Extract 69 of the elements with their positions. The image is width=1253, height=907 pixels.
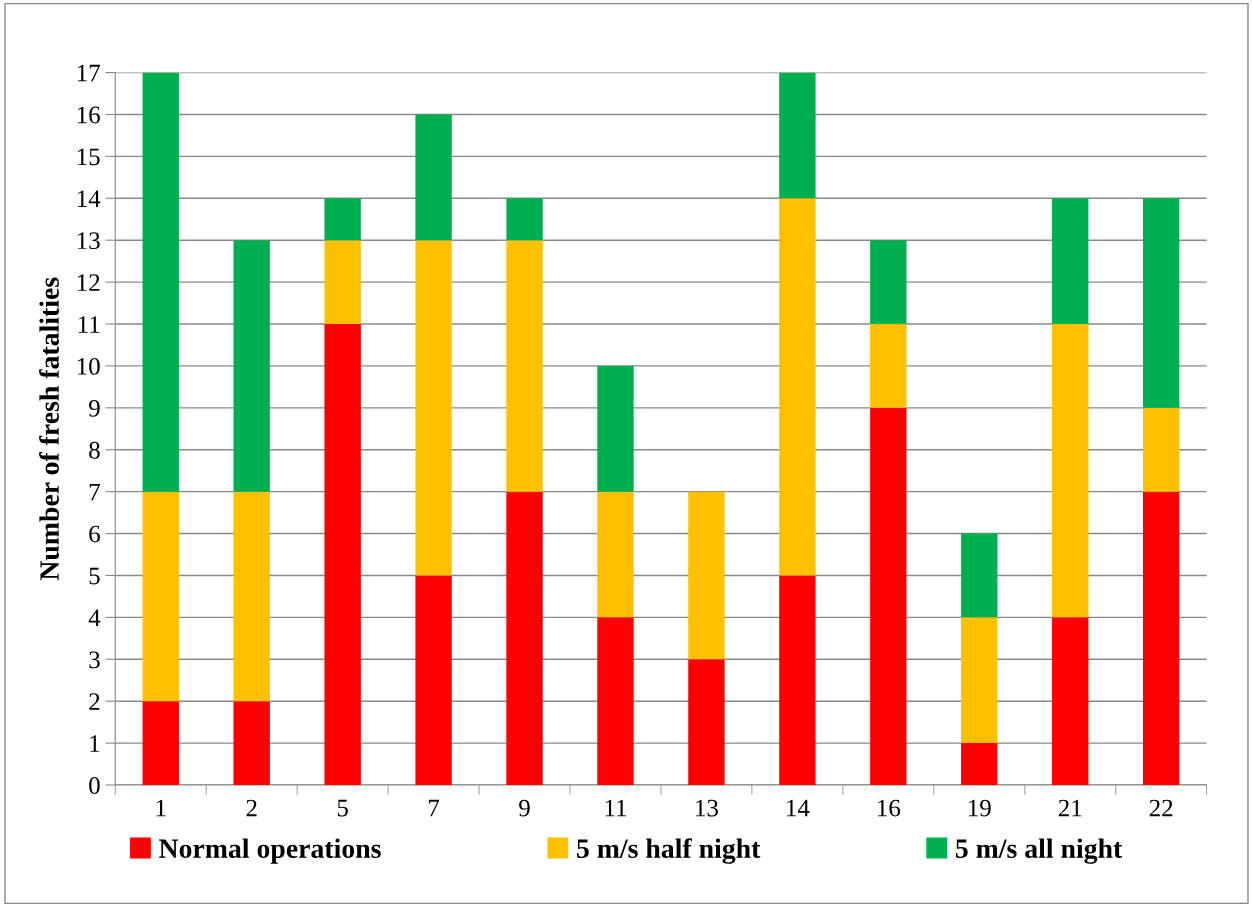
bar <box>233 240 270 492</box>
x-tick-label: 7 <box>428 799 440 817</box>
bar <box>870 240 907 325</box>
bar <box>597 617 634 786</box>
bar <box>1142 407 1180 492</box>
y-tick-label: 2 <box>89 693 100 710</box>
bar <box>415 240 452 576</box>
y-tick-label: 12 <box>77 274 100 291</box>
y-tick-label: 7 <box>89 483 100 501</box>
y-tick-label: 5 <box>89 567 100 585</box>
y-tick-label: 4 <box>88 609 101 627</box>
legend-label: 5 m/s all night <box>955 838 1123 864</box>
y-tick-label: 14 <box>77 190 101 207</box>
x-tick-label: 1 <box>156 799 166 817</box>
bar <box>961 533 998 618</box>
y-tick-label: 3 <box>89 651 100 669</box>
bar <box>1052 617 1089 786</box>
bar <box>233 701 270 786</box>
x-tick-label: 2 <box>246 799 257 817</box>
y-tick-label: 6 <box>89 525 100 543</box>
bar <box>961 743 998 786</box>
x-tick-label: 9 <box>519 799 530 817</box>
bar <box>324 324 361 786</box>
bar <box>597 365 634 492</box>
bar <box>597 491 634 618</box>
bar <box>233 491 270 702</box>
legend-label: Normal operations <box>159 838 381 864</box>
bar <box>1052 324 1089 618</box>
bar <box>688 491 725 660</box>
y-tick-label: 0 <box>89 777 100 794</box>
x-tick-label: 13 <box>696 799 718 817</box>
x-tick-label: 5 <box>337 799 348 817</box>
bar <box>415 575 452 786</box>
y-tick-label: 1 <box>90 735 100 752</box>
x-tick-label: 11 <box>605 799 627 817</box>
y-tick-label: 11 <box>78 316 100 333</box>
y-tick-label: 10 <box>77 357 100 375</box>
bar <box>415 114 452 241</box>
x-tick-label: 16 <box>878 799 901 817</box>
x-tick-label: 19 <box>968 799 991 817</box>
y-tick-label: 16 <box>77 106 100 124</box>
bar <box>779 575 816 786</box>
bar <box>142 491 179 702</box>
bar <box>1142 491 1180 786</box>
y-axis-title: Number of fresh fatalities <box>39 277 59 581</box>
x-tick-label: 14 <box>787 799 810 817</box>
bar <box>506 240 543 492</box>
bar <box>1142 198 1180 408</box>
bar <box>961 617 998 744</box>
bar <box>1052 198 1089 325</box>
x-tick-label: 21 <box>1058 799 1082 817</box>
bar <box>870 407 907 786</box>
y-tick-label: 15 <box>77 148 100 166</box>
y-tick-label: 8 <box>89 441 100 459</box>
bar <box>324 240 361 325</box>
bar <box>142 701 179 786</box>
y-tick-label: 9 <box>89 399 100 417</box>
bar <box>142 72 179 492</box>
legend-label: 5 m/s half night <box>577 838 761 864</box>
bar <box>506 491 543 786</box>
bar <box>506 198 543 241</box>
bar <box>688 659 725 786</box>
bar <box>779 198 816 576</box>
bar <box>779 72 816 199</box>
y-tick-label: 17 <box>77 64 100 82</box>
bar <box>870 324 907 408</box>
x-tick-label: 22 <box>1149 799 1173 817</box>
y-tick-label: 13 <box>77 232 100 250</box>
bar <box>324 198 361 241</box>
